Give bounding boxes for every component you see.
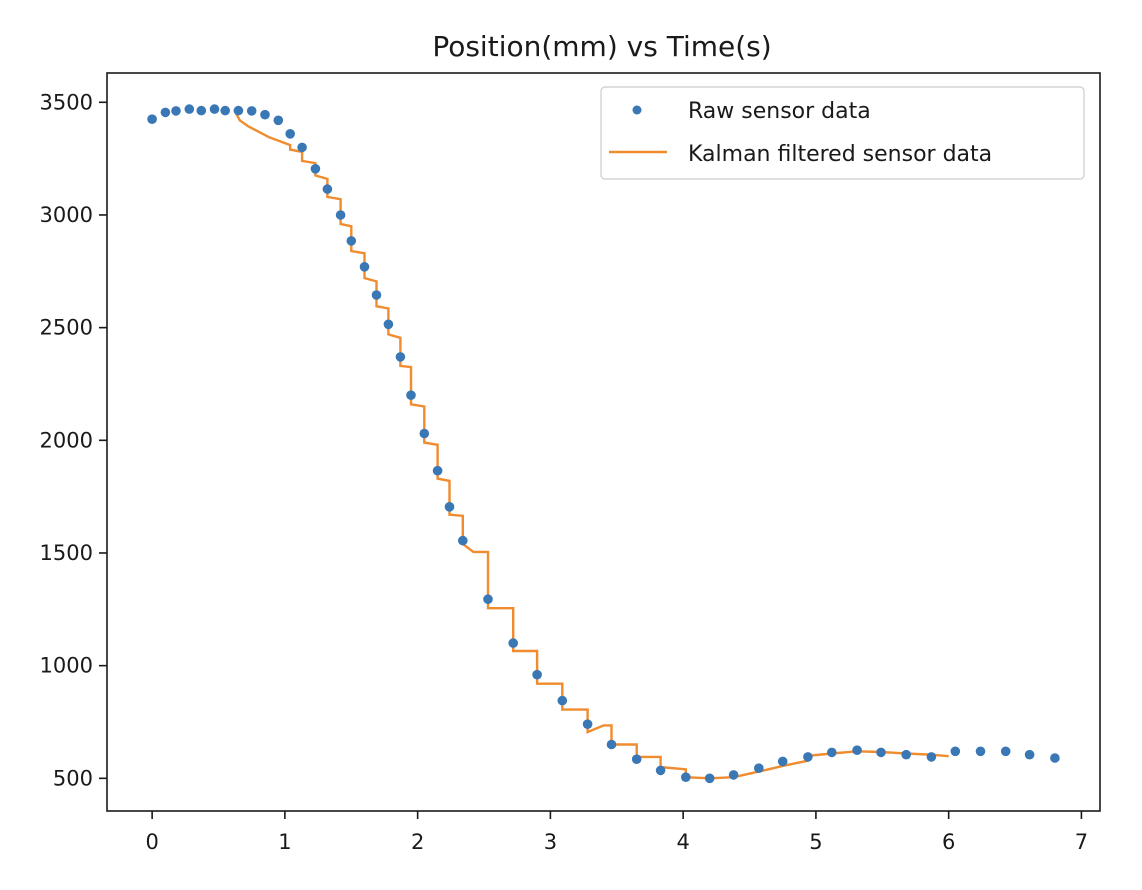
raw-data-point (406, 390, 416, 401)
raw-data-point (147, 114, 157, 124)
raw-data-point (901, 749, 911, 760)
raw-data-point (260, 109, 270, 120)
raw-data-point (950, 746, 961, 757)
legend-marker-raw (632, 105, 642, 115)
raw-data-point (432, 465, 443, 476)
x-tick-label: 1 (278, 830, 291, 854)
y-tick-label: 500 (53, 766, 93, 790)
x-axis: 0 1 2 3 4 5 6 7 (145, 811, 1088, 854)
raw-data-point (346, 236, 357, 246)
x-tick-label: 4 (676, 830, 689, 854)
raw-data-point (1000, 746, 1011, 757)
raw-data-point (827, 747, 837, 758)
plot-area (106, 72, 1101, 812)
raw-data-point (777, 756, 788, 767)
raw-data-point (335, 210, 346, 220)
raw-data-point (1024, 749, 1035, 760)
raw-data-point (803, 752, 813, 762)
raw-data-point (926, 752, 937, 762)
raw-data-point (371, 290, 382, 300)
raw-data-point (419, 428, 430, 439)
y-tick-label: 2500 (40, 316, 93, 340)
raw-data-point (655, 765, 666, 776)
legend-label-kalman: Kalman filtered sensor data (688, 142, 992, 167)
x-tick-label: 7 (1075, 830, 1088, 854)
raw-data-point (704, 773, 715, 784)
raw-data-point (209, 104, 220, 114)
y-axis: 500 1000 1500 2000 2500 3000 3500 (40, 90, 107, 790)
raw-data-point (876, 747, 886, 758)
y-tick-label: 1500 (40, 541, 93, 565)
raw-data-point (728, 770, 739, 780)
raw-data-point (754, 763, 764, 773)
legend-box (600, 86, 1085, 180)
series-layer (147, 104, 1060, 784)
raw-data-point (606, 739, 617, 750)
raw-data-point (310, 164, 321, 174)
raw-data-point (273, 115, 284, 126)
raw-data-point (1050, 753, 1060, 763)
legend-label-raw: Raw sensor data (688, 99, 871, 124)
raw-data-point (220, 105, 230, 116)
raw-data-point (458, 535, 468, 546)
raw-data-point (171, 106, 181, 116)
chart-title: Position(mm) vs Time(s) (432, 30, 771, 63)
raw-data-point (395, 352, 406, 362)
raw-data-point (359, 262, 370, 272)
y-tick-label: 1000 (40, 654, 93, 678)
raw-data-point (631, 754, 642, 764)
raw-data-point (582, 719, 593, 729)
raw-data-point (246, 106, 257, 116)
raw-data-point (297, 142, 307, 153)
y-tick-label: 2000 (40, 428, 93, 452)
x-tick-label: 0 (145, 830, 158, 854)
raw-data-point (444, 502, 455, 512)
raw-data-point (532, 669, 542, 680)
x-tick-label: 2 (411, 830, 424, 854)
raw-data-point (383, 319, 394, 330)
x-tick-label: 3 (544, 830, 557, 854)
y-tick-label: 3500 (40, 90, 93, 114)
x-tick-label: 5 (809, 830, 822, 854)
raw-data-point (196, 105, 207, 116)
y-tick-label: 3000 (40, 203, 93, 227)
raw-data-point (681, 772, 691, 782)
raw-data-point (322, 184, 333, 194)
raw-data-point (160, 107, 171, 118)
raw-data-point (852, 745, 862, 755)
raw-data-point (184, 104, 195, 114)
raw-data-point (285, 129, 296, 139)
raw-data-point (483, 594, 493, 604)
raw-data-point (508, 638, 518, 648)
x-tick-label: 6 (942, 830, 955, 854)
raw-data-point (557, 695, 568, 706)
raw-data-point (233, 105, 244, 116)
raw-data-point (975, 746, 986, 757)
legend: Raw sensor data Kalman filtered sensor d… (600, 86, 1085, 180)
